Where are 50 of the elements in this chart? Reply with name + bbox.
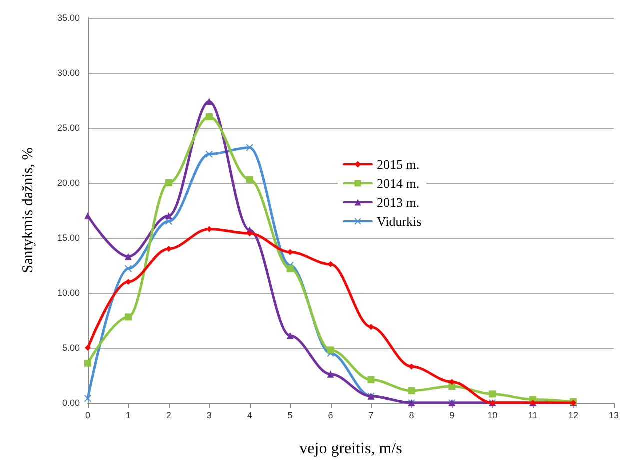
legend-label: 2015 m. — [377, 157, 420, 172]
point — [124, 253, 132, 260]
point — [85, 345, 91, 351]
point — [286, 332, 294, 340]
x-tick-label: 7 — [368, 410, 374, 420]
point — [246, 176, 254, 184]
point — [84, 212, 92, 220]
point — [124, 314, 132, 321]
x-tick-label: 3 — [206, 410, 212, 420]
legend-label: 2014 m. — [377, 176, 420, 191]
y-tick-label: 20.00 — [57, 178, 80, 188]
point — [286, 265, 294, 272]
y-axis-title: Santykmis dažnis, % — [20, 148, 36, 274]
legend-label: 2013 m. — [377, 195, 420, 210]
point — [448, 383, 456, 390]
point — [206, 98, 213, 106]
y-tick-label: 0.00 — [62, 398, 80, 408]
point — [206, 150, 213, 158]
x-tick-label: 8 — [409, 410, 414, 420]
point — [165, 180, 172, 186]
y-tick-label: 15.00 — [57, 233, 80, 243]
x-tick-label: 10 — [488, 410, 498, 420]
x-tick-label: 12 — [568, 410, 579, 420]
x-axis-title: vejo greitis, m/s — [300, 440, 402, 458]
y-tick-label: 25.00 — [57, 123, 80, 133]
x-tick-label: 11 — [528, 410, 538, 420]
point — [84, 395, 92, 402]
x-tick-label: 9 — [450, 410, 455, 420]
y-tick-label: 5.00 — [62, 343, 80, 353]
point — [408, 387, 416, 394]
x-tick-label: 4 — [247, 410, 252, 420]
legend-label: Vidurkis — [377, 214, 422, 229]
point — [489, 390, 496, 398]
x-tick-label: 1 — [126, 410, 131, 420]
point — [84, 360, 92, 367]
point — [327, 346, 334, 354]
point — [206, 114, 213, 120]
x-tick-label: 13 — [608, 410, 619, 420]
x-tick-label: 6 — [328, 410, 334, 420]
x-tick-label: 5 — [288, 410, 293, 420]
y-tick-label: 10.00 — [57, 288, 80, 298]
y-tick-label: 35.00 — [57, 13, 80, 23]
point — [246, 144, 254, 152]
x-tick-label: 2 — [166, 410, 172, 420]
point — [165, 212, 172, 220]
point — [368, 376, 375, 384]
y-tick-label: 30.00 — [57, 68, 80, 78]
point — [124, 265, 132, 272]
x-tick-label: 0 — [85, 410, 91, 420]
point — [327, 370, 334, 378]
